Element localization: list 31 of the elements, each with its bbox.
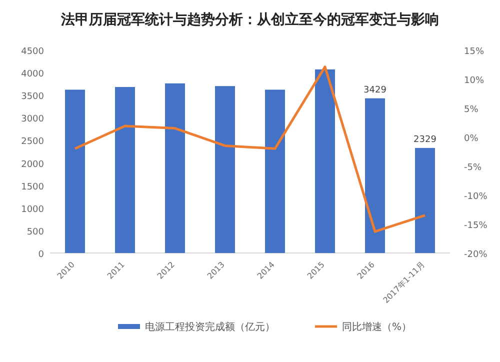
- y-tick-label: 4000: [21, 70, 44, 80]
- legend-label: 同比增速（%）: [342, 321, 412, 333]
- bar: [415, 148, 435, 253]
- y-tick-label: 3000: [21, 114, 44, 125]
- y2-tick-label: -5%: [464, 163, 482, 173]
- legend-label: 电源工程投资完成额（亿元）: [145, 321, 275, 333]
- bar: [365, 98, 385, 253]
- y2-tick-label: 15%: [464, 47, 484, 57]
- data-label: 2329: [414, 134, 437, 145]
- bar: [215, 86, 235, 253]
- bar: [65, 90, 85, 253]
- bar: [265, 90, 285, 253]
- y2-tick-label: -15%: [464, 221, 488, 231]
- y-tick-label: 3500: [21, 92, 44, 102]
- y-tick-label: 4500: [21, 47, 44, 57]
- y2-tick-label: -20%: [464, 250, 488, 260]
- y-tick-label: 1000: [21, 204, 44, 215]
- y-tick-label: 2500: [21, 137, 44, 148]
- y2-tick-label: 0%: [464, 134, 479, 144]
- chart-title: 法甲历届冠军统计与趋势分析：从创立至今的冠军变迁与影响: [60, 11, 439, 28]
- y2-tick-label: -10%: [464, 192, 488, 202]
- data-label: 3429: [364, 85, 387, 96]
- y-tick-label: 0: [38, 250, 44, 260]
- bar: [165, 83, 185, 253]
- y2-tick-label: 10%: [464, 76, 484, 86]
- y-tick-label: 500: [26, 227, 44, 238]
- bar: [315, 69, 335, 253]
- y2-tick-label: 5%: [464, 105, 479, 115]
- bar: [115, 86, 135, 253]
- y-tick-label: 2000: [21, 160, 44, 170]
- y-tick-label: 1500: [21, 182, 44, 192]
